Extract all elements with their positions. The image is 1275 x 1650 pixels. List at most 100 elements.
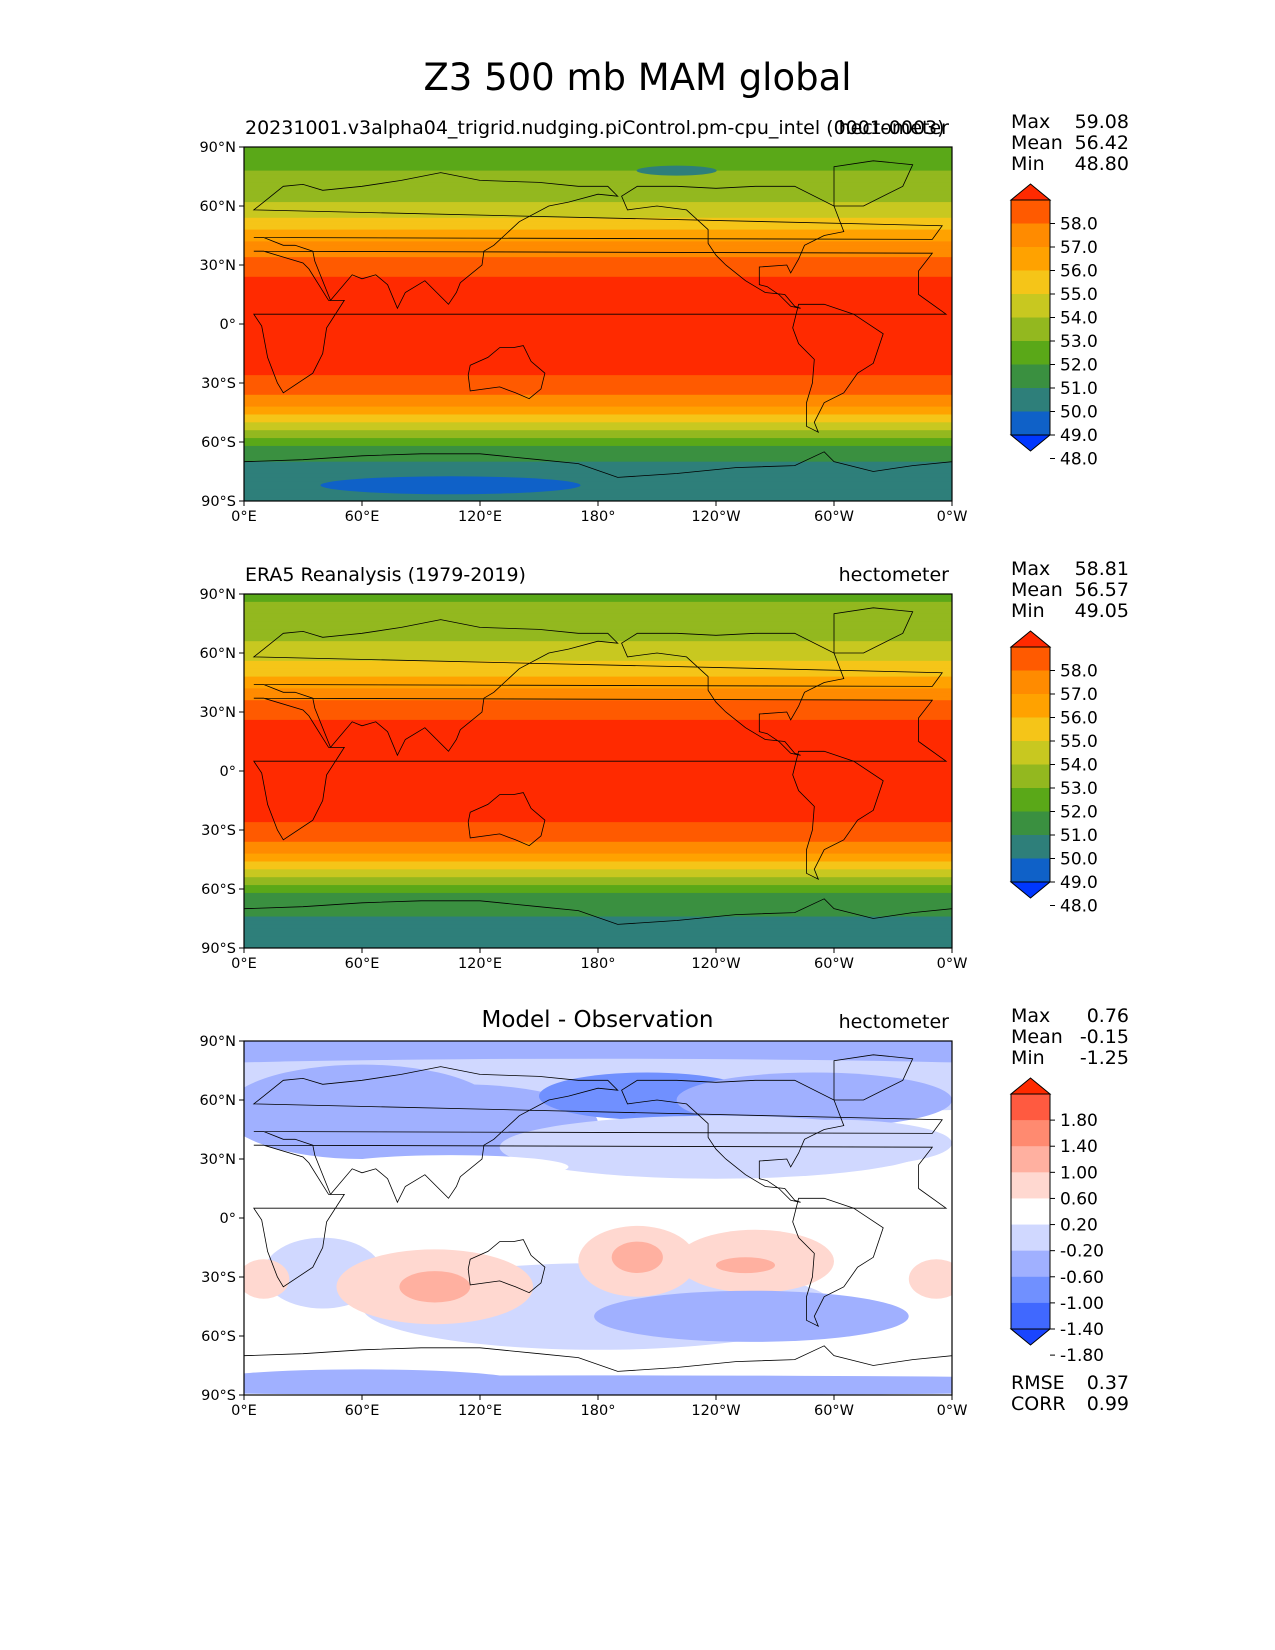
contour-band bbox=[244, 461, 952, 467]
colorbar-tick-label: -1.40 bbox=[1060, 1320, 1104, 1340]
contour-band bbox=[244, 473, 952, 478]
anomaly-region bbox=[716, 1119, 952, 1167]
contour-band bbox=[244, 288, 952, 294]
y-tick-label: 90°S bbox=[201, 941, 236, 957]
contour-band bbox=[244, 442, 952, 447]
contour-band bbox=[244, 284, 952, 290]
colorbar-difference: 1.80 1.40 1.00 0.60 0.20 -0.20 -0.60 -1.00 -1.40… bbox=[1009, 1077, 1104, 1366]
panel3-mean-value: -0.15 bbox=[1079, 1026, 1129, 1048]
contour-band bbox=[244, 449, 952, 455]
coastline-6 bbox=[243, 1345, 953, 1396]
panel3-max-label: Max bbox=[1011, 1005, 1051, 1027]
x-tick-label: 180° bbox=[581, 509, 616, 525]
contour-band bbox=[244, 312, 952, 317]
colorbar-tick-label: 1.00 bbox=[1060, 1163, 1098, 1183]
coastline-2 bbox=[467, 792, 546, 847]
map-frame bbox=[243, 146, 953, 502]
antarctic-low bbox=[320, 476, 581, 495]
colorbar-segment bbox=[1011, 270, 1050, 295]
contour-band bbox=[244, 174, 952, 180]
x-tick-label: 0°E bbox=[231, 956, 257, 972]
coastline-1 bbox=[252, 1066, 943, 1204]
contour-band bbox=[244, 410, 952, 416]
anomaly-region bbox=[332, 1155, 569, 1179]
contour-band bbox=[244, 198, 952, 203]
anomaly-region bbox=[676, 1072, 952, 1128]
colorbar-segment bbox=[1011, 1198, 1050, 1225]
contour-band bbox=[244, 656, 952, 662]
colorbar-segment bbox=[1011, 411, 1050, 436]
colorbar-tick-label: 1.80 bbox=[1060, 1111, 1098, 1131]
panel3-title: Model - Observation bbox=[481, 1007, 714, 1033]
contour-band bbox=[244, 276, 952, 282]
colorbar-segment bbox=[1011, 341, 1050, 365]
colorbar-segment bbox=[1011, 835, 1050, 859]
x-tick-label: 120°W bbox=[691, 1403, 740, 1419]
colorbar-tick-label: 56.0 bbox=[1060, 709, 1098, 729]
contour-band bbox=[244, 497, 952, 501]
contour-band bbox=[244, 621, 952, 627]
contour-band bbox=[244, 182, 952, 187]
contour-band bbox=[244, 237, 952, 242]
contour-band bbox=[244, 837, 952, 843]
contour-band bbox=[244, 853, 952, 859]
contour-band bbox=[244, 715, 952, 721]
contour-band bbox=[244, 324, 952, 329]
colorbar-tick-label: 0.20 bbox=[1060, 1216, 1098, 1236]
colorbar-tick-label: 53.0 bbox=[1060, 779, 1098, 799]
colorbar-segment bbox=[1011, 294, 1050, 318]
colorbar-segment bbox=[1011, 1302, 1050, 1330]
contour-band bbox=[244, 347, 952, 353]
x-tick-label: 120°E bbox=[458, 1403, 502, 1419]
contour-band bbox=[244, 493, 952, 498]
colorbar-segment bbox=[1011, 858, 1050, 883]
coastline-5 bbox=[833, 607, 914, 654]
colorbar-tick-label: 50.0 bbox=[1060, 403, 1098, 423]
coastline-0 bbox=[253, 250, 948, 394]
y-tick-label: 60°S bbox=[201, 1329, 236, 1345]
anomaly-region bbox=[244, 1369, 520, 1393]
contour-band bbox=[244, 735, 952, 741]
contour-band bbox=[244, 700, 952, 705]
contour-band bbox=[244, 209, 952, 215]
contour-band bbox=[244, 712, 952, 717]
colorbar-segment bbox=[1011, 200, 1050, 224]
colorbar-segment bbox=[1011, 670, 1050, 695]
contour-band bbox=[244, 597, 952, 603]
colorbar-tick-label: -1.80 bbox=[1060, 1346, 1104, 1366]
colorbar-extend-top bbox=[1009, 183, 1052, 201]
colorbar-segment bbox=[1011, 764, 1050, 789]
x-tick-label: 180° bbox=[581, 956, 616, 972]
contour-band bbox=[244, 896, 952, 902]
anomaly-region bbox=[322, 1084, 598, 1163]
contour-band bbox=[244, 861, 952, 866]
contour-band bbox=[244, 688, 952, 693]
contour-band bbox=[244, 241, 952, 246]
rmse-value: 0.37 bbox=[1086, 1372, 1129, 1394]
contour-band bbox=[244, 881, 952, 886]
contour-band bbox=[244, 402, 952, 408]
contour-band bbox=[244, 708, 952, 713]
contour-band bbox=[244, 625, 952, 630]
contour-band bbox=[244, 414, 952, 419]
y-tick-label: 30°S bbox=[201, 376, 236, 392]
contour-band bbox=[244, 771, 952, 776]
contour-band bbox=[244, 794, 952, 800]
anomaly-region bbox=[362, 1263, 834, 1350]
contour-band bbox=[244, 645, 952, 650]
panel3-mean-label: Mean bbox=[1011, 1026, 1063, 1048]
colorbar-tick-label: 1.40 bbox=[1060, 1137, 1098, 1157]
contour-band bbox=[244, 613, 952, 619]
colorbar-extend-top bbox=[1009, 1077, 1052, 1095]
contour-band bbox=[244, 481, 952, 486]
contour-band bbox=[244, 664, 952, 670]
colorbar-tick-label: -0.60 bbox=[1060, 1268, 1104, 1288]
panel2-mean-label: Mean bbox=[1011, 579, 1063, 601]
colorbar-frame bbox=[1010, 1093, 1051, 1330]
colorbar-segment bbox=[1011, 388, 1050, 412]
colorbar-tick-label: 56.0 bbox=[1060, 262, 1098, 282]
colorbar-segment bbox=[1011, 317, 1050, 342]
contour-band bbox=[244, 774, 952, 780]
colorbar-tick-label: 49.0 bbox=[1060, 426, 1098, 446]
